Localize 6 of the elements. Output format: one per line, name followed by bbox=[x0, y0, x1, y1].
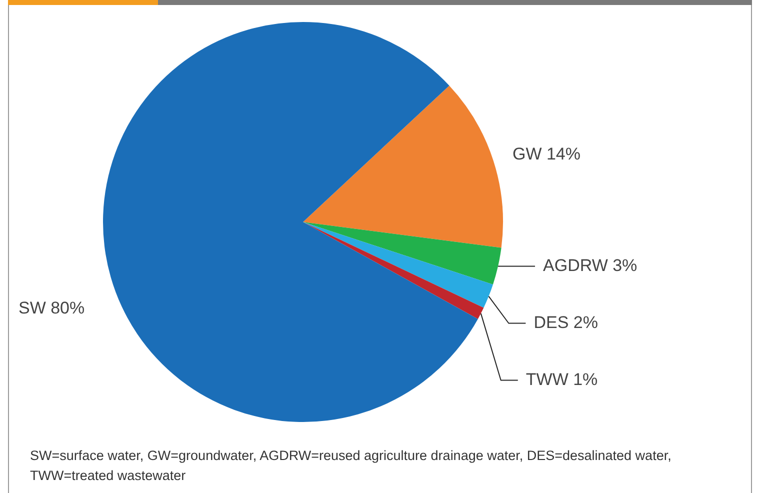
slice-label: GW 14% bbox=[512, 144, 580, 164]
slice-label: DES 2% bbox=[534, 312, 598, 332]
slice-label: AGDRW 3% bbox=[543, 256, 638, 275]
slice-label: TWW 1% bbox=[526, 370, 598, 389]
slice-label: SW 80% bbox=[18, 298, 85, 318]
text: SW=surface water, GW=groundwater, AGDRW=reused agriculture drainage water, DES=desalinated water, TWW=treated wastewater bbox=[30, 447, 672, 485]
